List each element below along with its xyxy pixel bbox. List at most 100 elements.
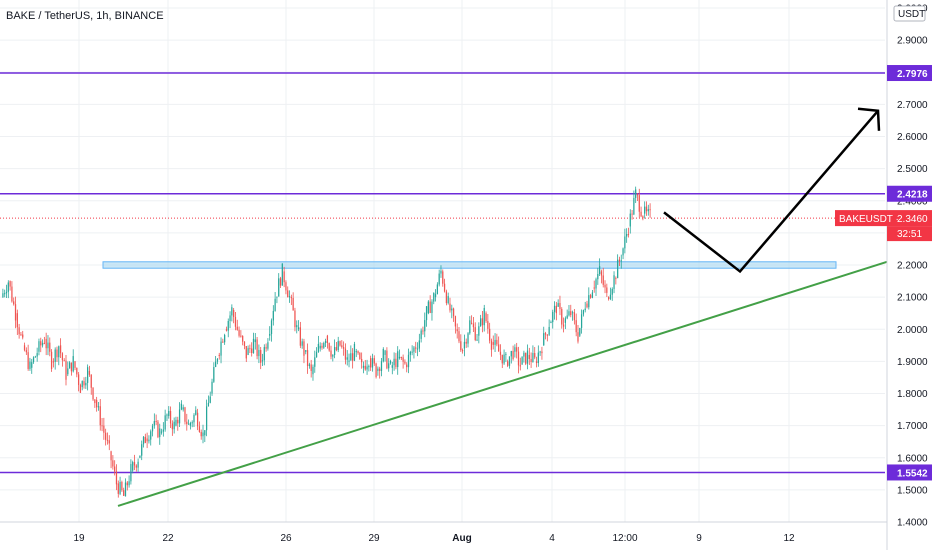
candle-body <box>256 339 258 357</box>
candle-body <box>530 358 532 363</box>
y-tick-label: 1.9000 <box>897 357 928 368</box>
candles <box>2 186 651 498</box>
candle-body <box>357 351 359 354</box>
candle-body <box>480 318 482 327</box>
candle-body <box>245 346 247 359</box>
candle-body <box>420 330 422 339</box>
candle-body <box>456 329 458 332</box>
candle-body <box>434 294 437 298</box>
candle-body <box>121 481 123 491</box>
candle-body <box>4 293 6 295</box>
candle-body <box>79 384 82 393</box>
x-tick-label: 12:00 <box>612 533 637 544</box>
candle-body <box>496 339 498 345</box>
candle-body <box>124 482 127 497</box>
candle-body <box>5 291 8 294</box>
candle-body <box>344 348 347 360</box>
candle-body <box>27 352 29 369</box>
candle-body <box>13 301 15 305</box>
candle-body <box>413 347 415 352</box>
candle-body <box>200 431 202 437</box>
candle-body <box>514 347 516 352</box>
candle-body <box>68 362 71 369</box>
candle-body <box>373 358 375 364</box>
candle-body <box>40 341 42 346</box>
x-tick-label: 29 <box>368 533 380 544</box>
candle-body <box>41 342 44 346</box>
candle-body <box>602 275 604 285</box>
candle-body <box>553 305 556 312</box>
candle-body <box>388 363 390 369</box>
candle-body <box>595 279 597 289</box>
candle-body <box>400 356 402 358</box>
resistance-zone-rect <box>102 261 837 269</box>
candle-body <box>626 234 628 237</box>
candle-body <box>355 351 357 353</box>
candle-body <box>481 318 484 326</box>
candle-body <box>505 353 507 355</box>
candle-body <box>115 471 118 485</box>
candle-body <box>523 352 525 357</box>
candle-body <box>348 360 350 362</box>
candle-body <box>308 364 311 366</box>
candle-body <box>561 309 563 325</box>
candle-body <box>16 313 18 328</box>
candle-body <box>546 334 548 336</box>
candle-body <box>617 259 619 279</box>
level-tag-label: 1.5542 <box>897 468 928 479</box>
candle-body <box>608 297 610 300</box>
candle-body <box>364 365 366 370</box>
y-tick-label: 2.9000 <box>897 36 928 47</box>
candle-body <box>166 414 168 416</box>
trendline-line <box>117 260 888 507</box>
candle-body <box>494 339 496 345</box>
candle-body <box>135 465 137 468</box>
candle-body <box>557 303 559 307</box>
candle-body <box>402 357 404 362</box>
candle-body <box>52 361 55 363</box>
candle-body <box>573 312 576 321</box>
candle-body <box>389 361 392 364</box>
candle-body <box>11 286 13 302</box>
candle-body <box>233 309 235 317</box>
currency-label: USDT <box>898 9 925 20</box>
price-axis[interactable]: 1.4000 1.5000 1.6000 1.7000 1.8000 1.9000 2.00… <box>886 0 928 550</box>
candle-body <box>472 323 475 328</box>
candle-body <box>407 354 410 368</box>
candle-body <box>76 367 78 375</box>
candle-body <box>597 274 599 280</box>
candle-body <box>564 318 566 323</box>
candle-body <box>292 297 294 311</box>
candle-body <box>202 432 204 437</box>
candle-body <box>258 350 260 357</box>
countdown-tag <box>887 226 932 242</box>
candle-body <box>636 194 639 196</box>
candle-body <box>380 361 383 371</box>
candle-body <box>38 341 40 352</box>
y-tick-label: 1.8000 <box>897 389 928 400</box>
candle-body <box>436 284 439 295</box>
candle-body <box>532 353 534 363</box>
projection-arrow <box>663 107 881 274</box>
candle-body <box>418 340 420 349</box>
candle-body <box>164 415 166 430</box>
candle-body <box>317 343 320 352</box>
candle-body <box>483 307 485 326</box>
candle-body <box>20 334 22 336</box>
candle-body <box>187 423 190 425</box>
candle-body <box>386 350 388 369</box>
candle-body <box>229 315 231 322</box>
candle-body <box>321 345 323 348</box>
candle-body <box>508 356 511 366</box>
candle-body <box>263 347 265 361</box>
candle-body <box>159 428 161 438</box>
level-tag-label: 2.7976 <box>897 69 928 80</box>
candle-body <box>297 327 300 330</box>
candle-body <box>622 248 624 256</box>
candle-body <box>23 345 26 351</box>
y-tick-label: 1.4000 <box>897 518 928 529</box>
horizontal-levels <box>0 72 885 474</box>
time-axis[interactable]: 19 22 26 29 Aug 4 12:00 9 12 <box>0 521 887 544</box>
